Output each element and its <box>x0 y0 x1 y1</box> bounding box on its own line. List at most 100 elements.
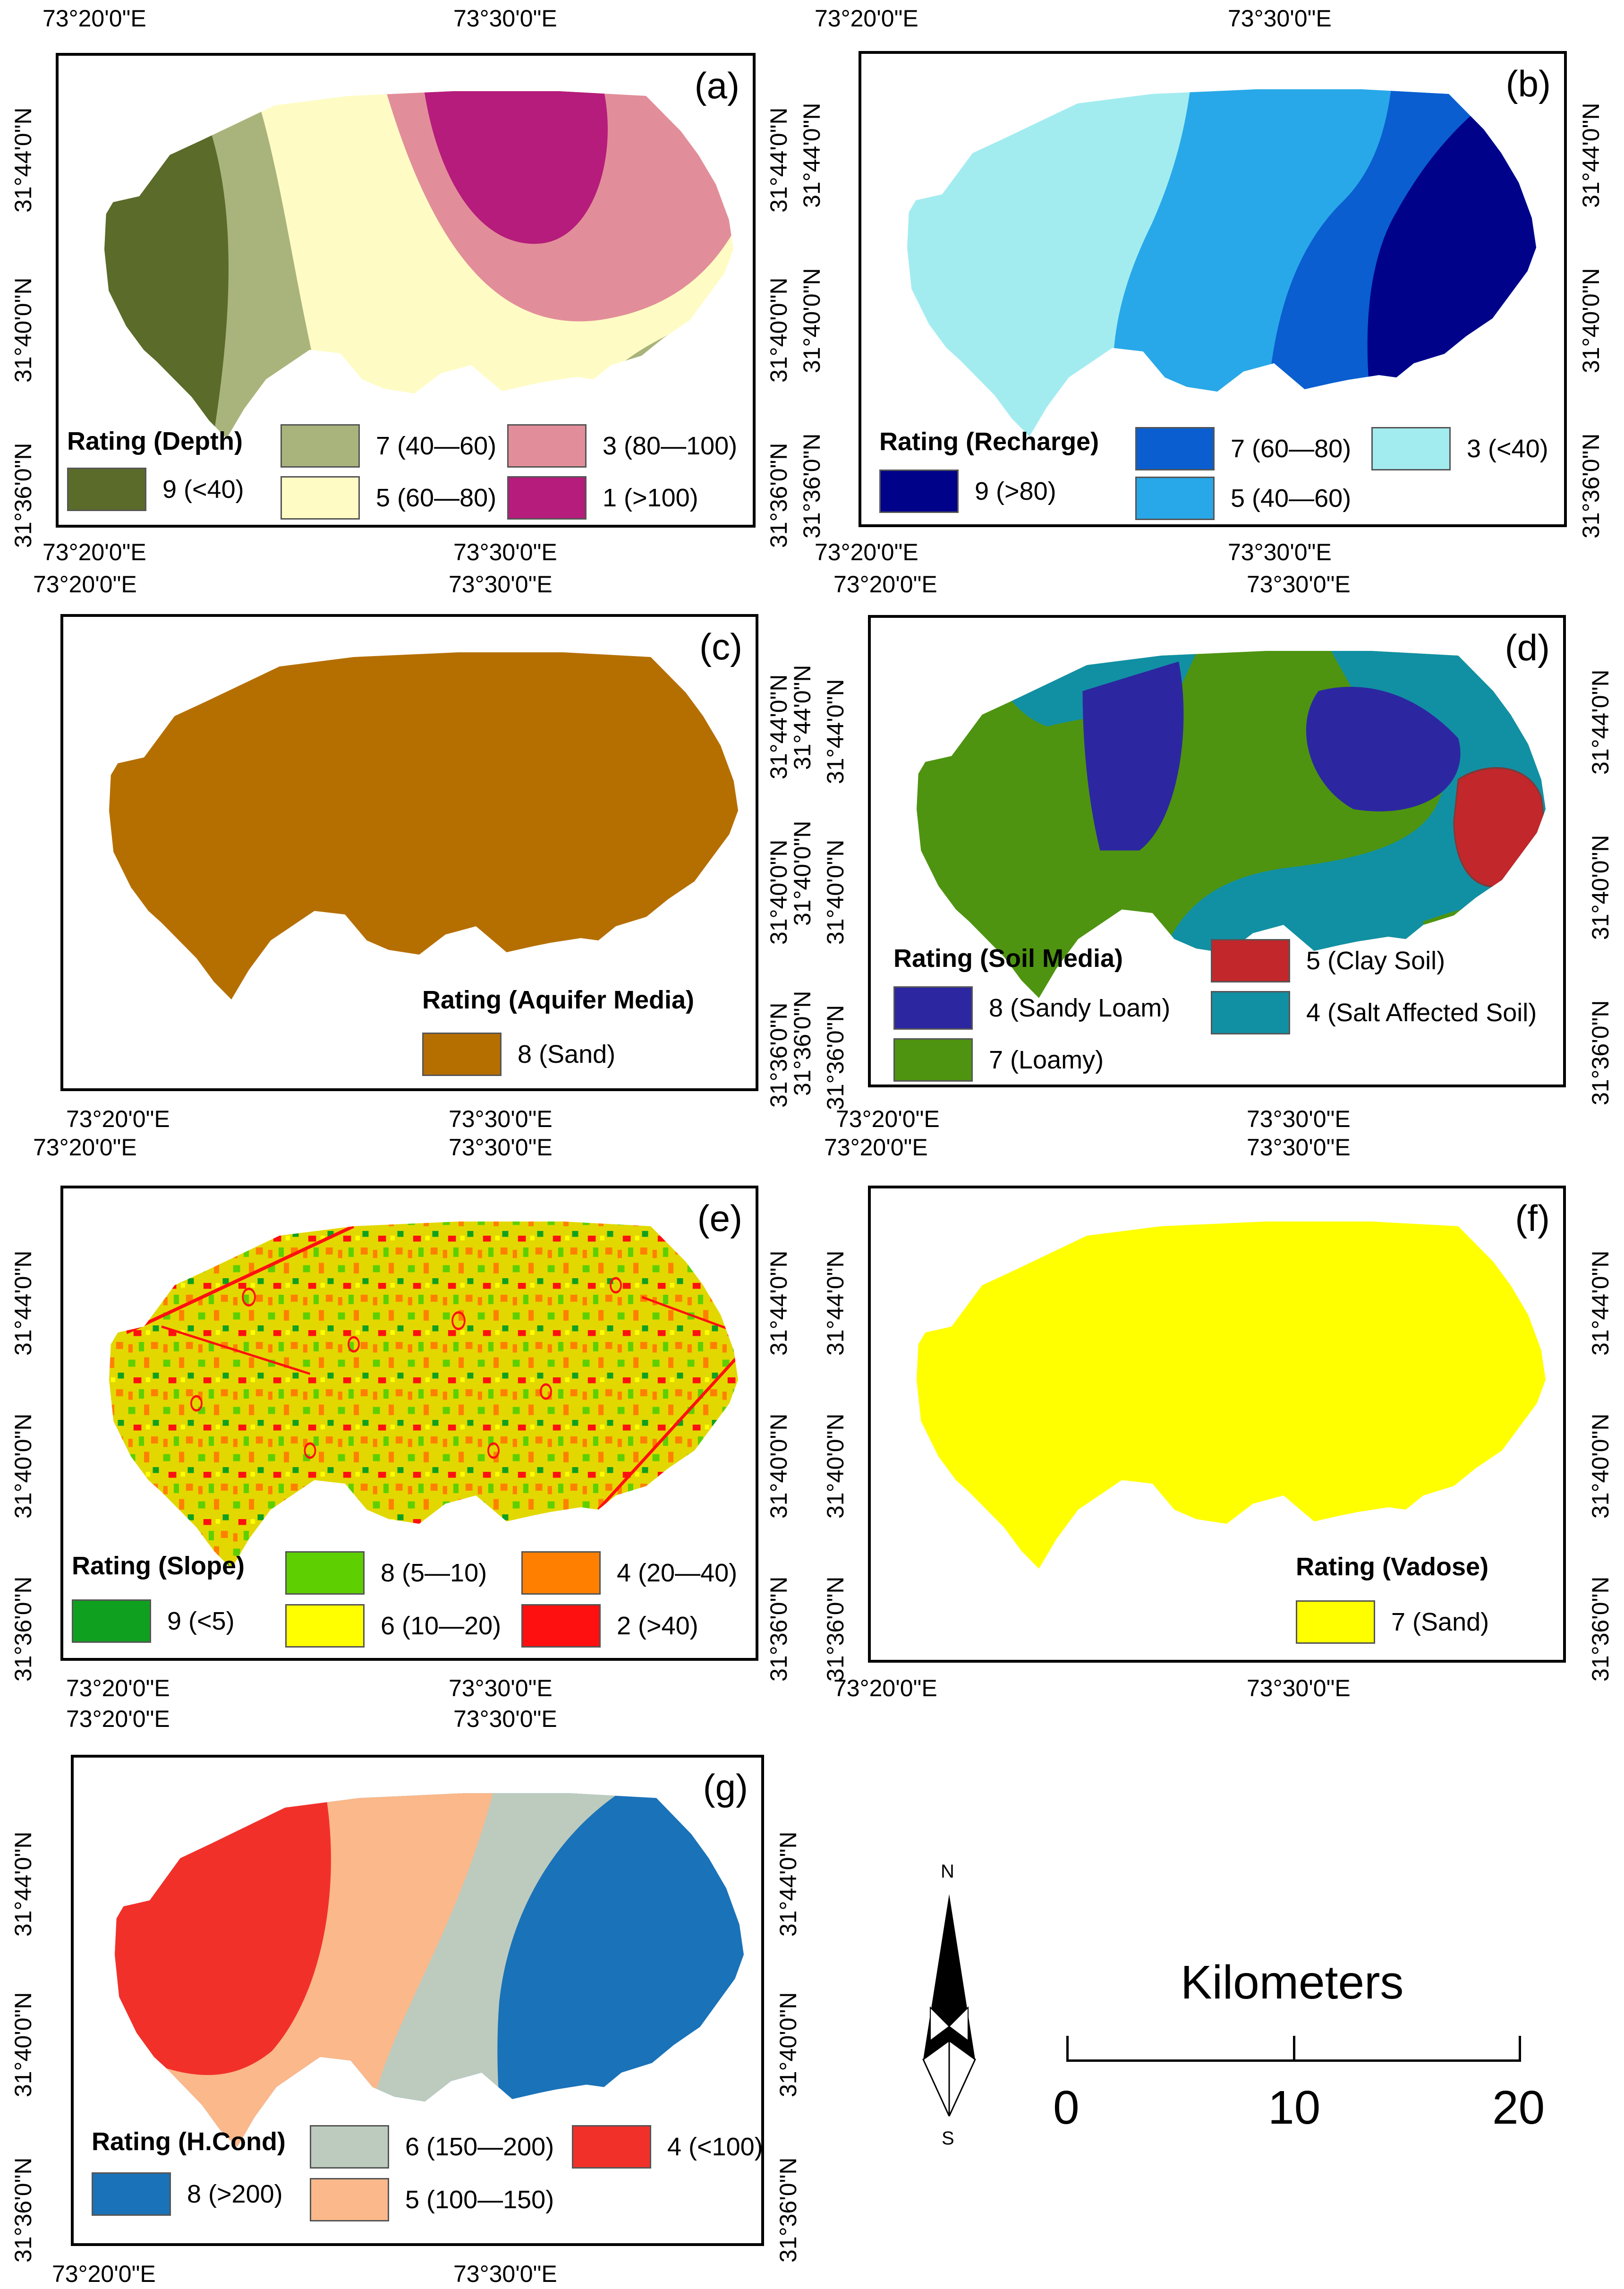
lat-label: 31°36'0"N <box>775 2157 801 2263</box>
legend-item-label: 8 (5—10) <box>381 1559 487 1587</box>
legend-item-label: 5 (60—80) <box>376 484 497 512</box>
slope-map <box>109 1221 739 1569</box>
panel-b-recharge: (b) Rating (Recharge) 9 (>80) 7 (60—80) … <box>859 51 1567 527</box>
panel-c-aquifer: (c) Rating (Aquifer Media) 8 (Sand) <box>60 614 758 1091</box>
lon-label: 73°20'0"E <box>836 1106 940 1132</box>
lat-label: 31°36'0"N <box>1578 433 1604 538</box>
legend-item: 3 (<40) <box>1371 427 1548 470</box>
lat-label: 31°44'0"N <box>765 1250 792 1356</box>
legend-item-label: 1 (>100) <box>603 484 698 512</box>
lon-label: 73°20'0"E <box>33 1134 137 1161</box>
legend-item-label: 7 (Loamy) <box>989 1046 1104 1074</box>
scale-title: Kilometers <box>1181 1956 1404 2009</box>
panel-f-vadose: (f) Rating (Vadose) 7 (Sand) <box>868 1186 1566 1663</box>
lat-label: 31°36'0"N <box>1587 1000 1614 1105</box>
legend-item-label: 7 (40—60) <box>376 432 497 460</box>
north-label: N <box>941 1861 954 1882</box>
panel-f-legend-title: Rating (Vadose) <box>1296 1553 1489 1581</box>
lon-label: 73°20'0"E <box>833 1675 937 1701</box>
legend-item: 7 (40—60) <box>281 424 496 468</box>
legend-swatch <box>1296 1600 1375 1644</box>
lat-label: 31°40'0"N <box>822 839 849 945</box>
legend-swatch <box>1211 991 1290 1034</box>
lat-label: 31°36'0"N <box>822 1005 849 1110</box>
lat-label: 31°36'0"N <box>822 1576 849 1682</box>
soil-map <box>917 651 1546 998</box>
panel-g-label: (g) <box>703 1767 748 1808</box>
legend-swatch <box>67 468 146 511</box>
lat-label: 31°44'0"N <box>10 1831 36 1937</box>
legend-item-label: 5 (40—60) <box>1231 484 1352 512</box>
lon-label: 73°20'0"E <box>43 539 146 565</box>
legend-item: 9 (<40) <box>67 468 244 511</box>
legend-item-label: 6 (150—200) <box>405 2133 554 2161</box>
legend-item: 7 (Loamy) <box>893 1038 1104 1082</box>
legend-item: 5 (100—150) <box>310 2178 554 2221</box>
legend-item-label: 8 (>200) <box>187 2180 283 2208</box>
legend-item-label: 7 (60—80) <box>1231 435 1352 463</box>
lon-label: 73°20'0"E <box>66 1675 170 1701</box>
lon-label: 73°30'0"E <box>1247 1134 1351 1161</box>
legend-item-label: 9 (<5) <box>167 1607 235 1635</box>
lon-label: 73°20'0"E <box>833 571 937 598</box>
lat-label: 31°44'0"N <box>789 665 816 770</box>
legend-item: 5 (40—60) <box>1135 477 1351 520</box>
scale-bar: Kilometers 0 10 20 <box>1053 1956 1563 2144</box>
legend-item-label: 3 (80—100) <box>603 432 738 460</box>
lat-label: 31°36'0"N <box>10 443 36 548</box>
legend-item: 1 (>100) <box>507 476 698 520</box>
legend-item-label: 8 (Sandy Loam) <box>989 994 1171 1022</box>
panel-a-depth: (a) Rating (Depth) 9 (<40) 7 (40—60) 5 (… <box>56 53 756 528</box>
legend-swatch <box>310 2125 389 2169</box>
lon-label: 73°20'0"E <box>33 571 137 598</box>
lat-label: 31°40'0"N <box>789 820 816 926</box>
lon-label: 73°20'0"E <box>824 1134 928 1161</box>
legend-swatch <box>281 424 360 468</box>
legend-item: 4 (20—40) <box>521 1551 737 1595</box>
lat-label: 31°36'0"N <box>799 433 825 538</box>
hcond-map <box>115 1793 744 2147</box>
panel-b-legend-title: Rating (Recharge) <box>879 427 1099 456</box>
lat-label: 31°36'0"N <box>1587 1576 1614 1682</box>
lon-label: 73°30'0"E <box>1247 1106 1351 1132</box>
vadose-map <box>917 1221 1546 1569</box>
panel-e-label: (e) <box>697 1197 742 1239</box>
legend-item-label: 9 (<40) <box>162 475 244 504</box>
panel-d-label: (d) <box>1505 627 1550 668</box>
lon-label: 73°20'0"E <box>815 5 918 32</box>
lon-label: 73°30'0"E <box>449 1134 553 1161</box>
lat-label: 31°44'0"N <box>799 102 825 208</box>
lat-label: 31°44'0"N <box>10 107 36 213</box>
panel-a-label: (a) <box>694 65 740 106</box>
scale-tick <box>1066 2036 1069 2062</box>
legend-item-label: 2 (>40) <box>617 1612 698 1640</box>
depth-map <box>104 91 734 438</box>
lat-label: 31°44'0"N <box>822 1250 849 1356</box>
legend-item-label: 4 (20—40) <box>617 1559 738 1587</box>
panel-d-soil: (d) Rating (Soil Media) 8 (Sandy Loam) 7… <box>868 615 1566 1087</box>
legend-swatch <box>572 2125 651 2169</box>
scale-tick-label: 20 <box>1492 2081 1545 2134</box>
lat-label: 31°40'0"N <box>1587 1413 1614 1519</box>
legend-item-label: 9 (>80) <box>975 477 1056 505</box>
panel-b-label: (b) <box>1505 63 1551 104</box>
south-label: S <box>942 2128 954 2149</box>
legend-item-label: 7 (Sand) <box>1391 1608 1489 1636</box>
legend-item: 8 (>200) <box>92 2172 283 2216</box>
lon-label: 73°30'0"E <box>453 1706 557 1732</box>
lat-label: 31°44'0"N <box>1587 669 1614 775</box>
legend-swatch <box>1211 939 1290 982</box>
lat-label: 31°36'0"N <box>765 1576 792 1682</box>
lon-label: 73°20'0"E <box>43 5 146 32</box>
lon-label: 73°30'0"E <box>453 2261 557 2287</box>
panel-g-hcond: (g) Rating (H.Cond) 8 (>200) 6 (150—200)… <box>71 1755 764 2246</box>
lat-label: 31°40'0"N <box>1587 835 1614 940</box>
panel-c-legend-title: Rating (Aquifer Media) <box>422 986 694 1014</box>
lon-label: 73°30'0"E <box>453 539 557 565</box>
legend-item-label: 6 (10—20) <box>381 1612 502 1640</box>
legend-item: 7 (Sand) <box>1296 1600 1489 1644</box>
recharge-map <box>907 89 1537 436</box>
lat-label: 31°36'0"N <box>10 2157 36 2263</box>
legend-item-label: 5 (Clay Soil) <box>1306 947 1445 975</box>
lat-label: 31°44'0"N <box>765 107 792 213</box>
